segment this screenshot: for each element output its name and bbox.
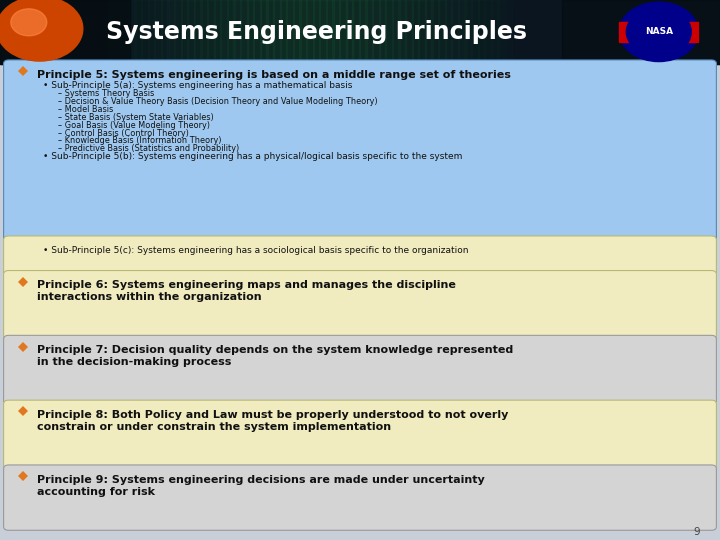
Text: Systems Engineering Principles: Systems Engineering Principles <box>107 20 527 44</box>
Bar <box>339 0 354 64</box>
Circle shape <box>0 0 83 61</box>
Bar <box>491 0 505 64</box>
Bar <box>438 0 452 64</box>
Text: – State Basis (System State Variables): – State Basis (System State Variables) <box>58 113 213 122</box>
Bar <box>227 0 241 64</box>
Text: 9: 9 <box>693 527 700 537</box>
Text: – Knowledge Basis (Information Theory): – Knowledge Basis (Information Theory) <box>58 136 221 145</box>
Text: – Predictive Basis (Statistics and Probability): – Predictive Basis (Statistics and Proba… <box>58 144 239 153</box>
FancyBboxPatch shape <box>4 271 716 340</box>
Bar <box>431 0 446 64</box>
Text: • Sub-Principle 5(b): Systems engineering has a physical/logical basis specific : • Sub-Principle 5(b): Systems engineerin… <box>43 152 462 161</box>
FancyBboxPatch shape <box>4 335 716 404</box>
Bar <box>306 0 320 64</box>
Bar <box>498 0 512 64</box>
Bar <box>398 0 413 64</box>
Bar <box>0 0 720 64</box>
Text: – Control Basis (Control Theory): – Control Basis (Control Theory) <box>58 129 189 138</box>
Bar <box>214 0 228 64</box>
Bar <box>405 0 419 64</box>
Bar <box>619 22 698 42</box>
Bar <box>279 0 294 64</box>
Bar <box>128 0 142 64</box>
Bar <box>484 0 498 64</box>
Bar <box>194 0 208 64</box>
Bar <box>246 0 261 64</box>
Text: • Sub-Principle 5(a): Systems engineering has a mathematical basis: • Sub-Principle 5(a): Systems engineerin… <box>43 80 353 90</box>
Bar <box>346 0 360 64</box>
Bar <box>135 0 149 64</box>
Text: – Model Basis: – Model Basis <box>58 105 113 114</box>
Text: Principle 9: Systems engineering decisions are made under uncertainty
accounting: Principle 9: Systems engineering decisio… <box>37 475 485 497</box>
Bar <box>352 0 366 64</box>
Bar <box>372 0 387 64</box>
Text: Principle 7: Decision quality depends on the system knowledge represented
in the: Principle 7: Decision quality depends on… <box>37 345 513 367</box>
FancyBboxPatch shape <box>4 465 716 530</box>
Bar <box>464 0 479 64</box>
Bar <box>167 0 181 64</box>
Bar <box>562 0 720 64</box>
Circle shape <box>11 9 47 36</box>
Bar <box>477 0 492 64</box>
Bar <box>287 0 301 64</box>
Bar <box>385 0 400 64</box>
Text: NASA: NASA <box>644 28 673 36</box>
Bar <box>451 0 466 64</box>
Text: Principle 6: Systems engineering maps and manages the discipline
interactions wi: Principle 6: Systems engineering maps an… <box>37 280 456 302</box>
Bar <box>325 0 341 64</box>
Bar <box>181 0 195 64</box>
Bar <box>161 0 175 64</box>
Bar <box>266 0 281 64</box>
Bar <box>418 0 433 64</box>
Circle shape <box>626 8 691 56</box>
Text: – Systems Theory Basis: – Systems Theory Basis <box>58 89 154 98</box>
Bar <box>333 0 347 64</box>
Bar <box>471 0 485 64</box>
Bar <box>319 0 333 64</box>
Bar <box>366 0 380 64</box>
Text: – Goal Basis (Value Modeling Theory): – Goal Basis (Value Modeling Theory) <box>58 120 210 130</box>
Bar <box>148 0 162 64</box>
Bar <box>312 0 327 64</box>
Bar <box>141 0 156 64</box>
Bar <box>0 0 130 64</box>
Text: Principle 8: Both Policy and Law must be properly understood to not overly
const: Principle 8: Both Policy and Law must be… <box>37 410 509 432</box>
Bar <box>273 0 287 64</box>
Bar <box>300 0 314 64</box>
Bar <box>458 0 472 64</box>
Bar <box>200 0 215 64</box>
Bar <box>359 0 373 64</box>
Circle shape <box>619 2 698 62</box>
Bar <box>412 0 426 64</box>
Bar <box>425 0 439 64</box>
Bar <box>260 0 274 64</box>
Bar <box>114 0 129 64</box>
Bar <box>392 0 406 64</box>
Bar <box>154 0 168 64</box>
Bar <box>220 0 235 64</box>
Bar <box>207 0 222 64</box>
Bar <box>253 0 268 64</box>
FancyBboxPatch shape <box>4 400 716 469</box>
Bar <box>187 0 202 64</box>
Bar <box>379 0 393 64</box>
Text: • Sub-Principle 5(c): Systems engineering has a sociological basis specific to t: • Sub-Principle 5(c): Systems engineerin… <box>43 246 469 255</box>
Bar <box>108 0 122 64</box>
Bar <box>240 0 254 64</box>
Text: – Decision & Value Theory Basis (Decision Theory and Value Modeling Theory): – Decision & Value Theory Basis (Decisio… <box>58 97 377 106</box>
Bar <box>293 0 307 64</box>
Bar <box>174 0 189 64</box>
FancyBboxPatch shape <box>4 60 716 244</box>
Bar <box>121 0 135 64</box>
Bar <box>233 0 248 64</box>
Text: Principle 5: Systems engineering is based on a middle range set of theories: Principle 5: Systems engineering is base… <box>37 70 511 80</box>
FancyBboxPatch shape <box>4 236 716 275</box>
Bar <box>445 0 459 64</box>
